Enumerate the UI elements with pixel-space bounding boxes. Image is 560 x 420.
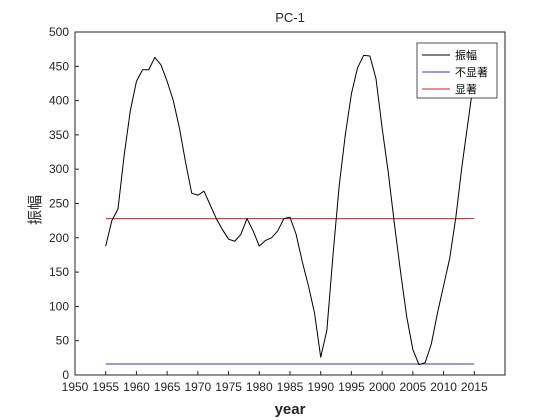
y-tick-label: 200: [49, 231, 69, 245]
y-tick-label: 400: [49, 94, 69, 108]
y-tick-label: 450: [49, 59, 69, 73]
y-tick-label: 50: [56, 334, 70, 348]
x-tick-label: 1960: [123, 380, 150, 394]
x-axis-label: year: [275, 401, 306, 418]
x-tick-label: 1990: [307, 380, 334, 394]
y-tick-label: 150: [49, 265, 69, 279]
x-tick-label: 2015: [461, 380, 488, 394]
y-tick-label: 500: [49, 25, 69, 39]
x-tick-label: 1995: [338, 380, 365, 394]
y-axis: 0 50 100 150 200 250 300 350 400 450 500: [49, 25, 79, 382]
y-tick-label: 300: [49, 162, 69, 176]
series-layer: [105, 54, 475, 366]
legend-label: 振幅: [455, 48, 477, 62]
y-tick-label: 100: [49, 299, 69, 313]
y-tick-label: 250: [49, 197, 69, 211]
y-tick-label: 0: [62, 368, 69, 382]
x-tick-label: 2010: [430, 380, 457, 394]
chart-title: PC-1: [275, 10, 305, 25]
x-tick-label: 2005: [400, 380, 427, 394]
x-tick-label: 2000: [369, 380, 396, 394]
x-tick-label: 1985: [277, 380, 304, 394]
legend-label: 显著: [455, 82, 477, 96]
x-tick-label: 1950: [62, 380, 89, 394]
x-axis: 1950 1955 1960 1965 1970 1975 1980 1985 1990 1995…: [62, 371, 488, 394]
x-tick-label: 1975: [215, 380, 242, 394]
legend-label: 不显著: [455, 65, 488, 79]
series-line-1: [105, 54, 475, 366]
x-tick-label: 1970: [185, 380, 212, 394]
x-tick-label: 1980: [246, 380, 273, 394]
x-tick-label: 1955: [92, 380, 119, 394]
y-tick-label: 350: [49, 128, 69, 142]
x-tick-label: 1965: [154, 380, 181, 394]
y-axis-label: 振幅: [26, 195, 44, 225]
